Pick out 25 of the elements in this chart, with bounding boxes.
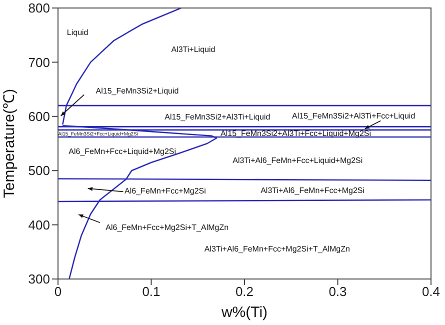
annotation: Liquid (66, 28, 88, 37)
y-tick-label: 800 (28, 0, 50, 16)
annotation: Al6_FeMn+Fcc+Mg2Si+T_AlMgZn (106, 223, 229, 232)
x-tick-label: 0.2 (235, 284, 254, 300)
x-axis-title: w%(Ti) (220, 304, 268, 321)
y-tick-label: 700 (28, 54, 50, 70)
annotation: Al15_FeMn3Si2+Al3Ti+Fcc+Liquid+Mg2Si (220, 129, 372, 138)
y-tick-label: 400 (28, 217, 50, 232)
annotation: Al3Ti+Al6_FeMn+Fcc+Mg2Si+T_AlMgZn (204, 244, 350, 254)
annotation: Al3Ti+Al6_FeMn+Fcc+Liquid+Mg2Si (232, 156, 363, 165)
annotation: Al15_FeMn3Si2+Liquid (96, 86, 179, 96)
annotation: Al15_FeMn3Si2+Al3Ti+Liquid (164, 112, 270, 122)
annotation: Al3Ti+Liquid (171, 45, 216, 54)
y-tick-label: 300 (28, 272, 50, 287)
x-tick-label: 0.3 (328, 284, 347, 300)
x-tick-label: 0.4 (422, 284, 440, 300)
annotation: Al3Ti+Al6_FeMn+Fcc+Mg2Si (260, 186, 365, 196)
y-axis-title: Temperature(℃) (1, 88, 18, 198)
y-tick-label: 500 (28, 163, 50, 178)
x-tick-label: 0 (54, 284, 62, 300)
x-tick-label: 0.1 (142, 284, 160, 300)
y-tick-label: 600 (28, 109, 50, 124)
annotation: Al15_FeMn3Si2+Al3Ti+Fcc+Liquid (292, 111, 416, 120)
annotation: Al6_FeMn+Fcc+Mg2Si (124, 186, 206, 196)
annotation: Al6_FeMn+Fcc+Liquid+Mg2Si (68, 147, 176, 156)
